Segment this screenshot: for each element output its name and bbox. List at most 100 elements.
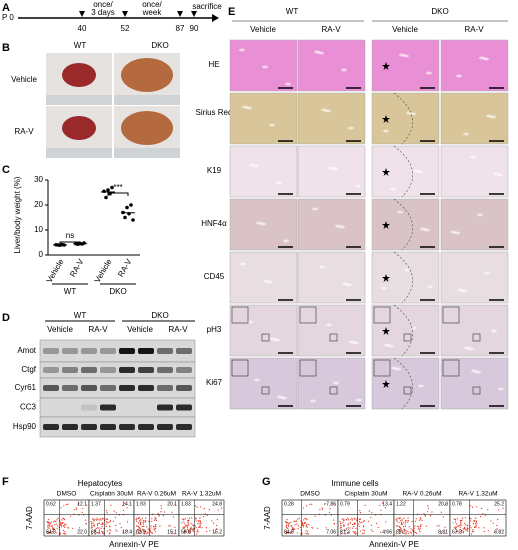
flow-dot [467,528,469,531]
flow-dot [311,503,313,505]
flow-dot [362,529,364,531]
micrograph [297,92,366,145]
flow-dot [147,532,149,534]
flow-dot [334,504,336,506]
flow-dot [444,526,446,528]
micrograph [371,92,440,145]
inset [442,359,460,377]
flow-dot [75,507,77,509]
timeline-day: 52 [121,24,130,33]
flow-dot [464,527,466,529]
x-tick-label: RA-V [116,257,134,279]
flow-dot [78,514,80,516]
flow-dot [453,527,455,529]
flow-dot [98,522,100,524]
flow-dot [199,521,202,523]
flow-dot [359,510,361,512]
flow-dot [113,510,115,512]
flow-dot [286,524,288,527]
flow-dot [455,526,457,528]
stain-label: HNF4α [201,219,227,228]
flow-dot [211,520,213,522]
flow-dot [375,522,378,525]
column-label: WT [74,41,87,50]
x-tick-label: Vehicle [45,257,66,284]
flow-dot [182,527,184,529]
annotation: *** [113,183,122,192]
inset [231,359,249,377]
flow-dot [150,527,152,529]
flow-dot [203,508,205,510]
flow-dot [137,522,140,524]
flow-dot [62,521,64,524]
flow-dot [114,516,116,519]
quadrant-value: 18.4 [122,529,132,535]
flow-dot [47,519,50,521]
vessel [247,320,253,324]
flow-dot [385,530,387,532]
flow-dot [199,506,202,508]
flow-dot [286,523,288,525]
vessel [471,369,477,373]
vessel [262,65,268,69]
flow-dot [363,520,365,522]
flow-dot [356,532,358,534]
flow-dot [424,515,427,517]
flow-dot [349,527,351,529]
flow-dot [455,527,458,529]
flow-dot [188,530,190,532]
x-tick-label: RA-V [68,257,86,279]
flow-dot [47,523,49,525]
micrograph [297,251,366,304]
flow-dot [192,530,195,532]
flow-dot [419,518,422,520]
flow-dot [343,519,345,521]
flow-dot [122,504,124,507]
flow-dot [63,518,65,520]
flow-dot [122,531,124,533]
flow-dot [106,518,108,520]
micrograph [297,39,366,92]
flow-dot [472,523,475,525]
quadrant-value: 25.2 [494,501,504,507]
flow-dot [144,521,147,523]
flow-plot-label: Cisplatin 30uM [345,491,388,498]
group-label: DKO [151,311,168,320]
flow-dot [186,528,189,530]
flow-dot [108,521,110,524]
lane-label: RA-V [88,325,108,334]
flow-dot [47,532,49,535]
inset-box [329,386,338,395]
flow-dot [454,527,457,530]
quadrant-value: 0.79 [340,501,350,507]
flow-dot [475,526,477,529]
flow-dot [151,532,154,534]
flow-dot [333,523,336,525]
quadrant-value: 6.82 [494,529,504,535]
flow-dot [461,524,463,526]
micrograph [229,304,298,357]
flow-dot [478,527,480,529]
flow-dot [286,532,288,534]
flow-dot [414,520,417,522]
vessel [277,395,283,399]
x-tick-label: Vehicle [93,257,114,284]
flow-plot [393,499,451,537]
flow-dot [61,526,63,528]
inset [373,359,391,377]
flow-dot [119,522,121,525]
flow-dot [413,527,416,529]
blot-band [100,367,116,373]
flow-dot [355,527,357,529]
lane-label: Vehicle [127,325,153,334]
flow-dot [188,531,190,533]
flow-dot [108,529,111,531]
flow-dot [101,523,104,525]
flow-dot [285,532,287,535]
flow-dot [155,523,157,526]
flow-dot [401,520,403,522]
flow-dot [191,517,193,519]
flow-dot [306,519,308,521]
flow-dot [143,521,145,523]
protein-label: Amot [17,346,36,355]
